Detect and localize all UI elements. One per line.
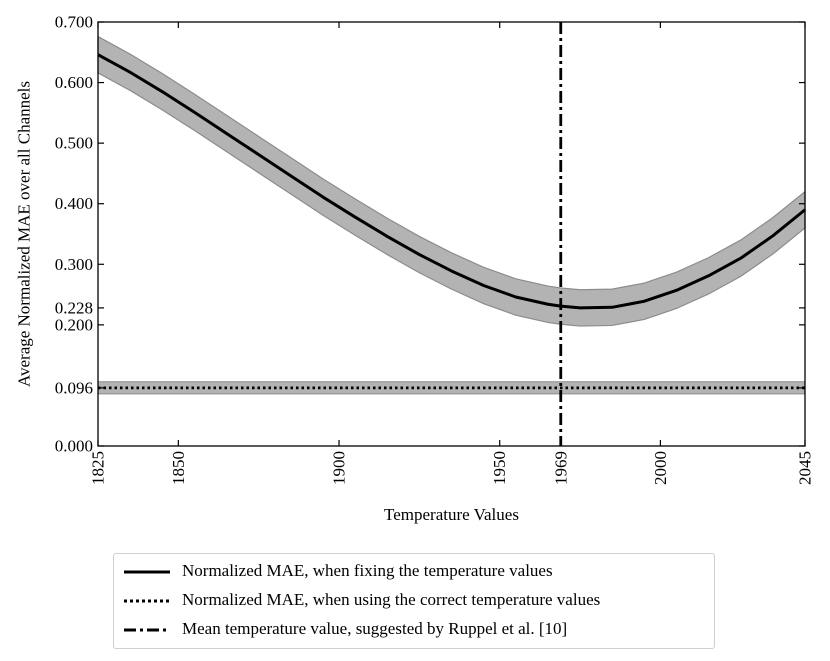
legend-entry-fixed: Normalized MAE, when fixing the temperat… (114, 559, 714, 585)
x-tick-label: 1900 (330, 451, 349, 485)
x-tick-label: 2000 (651, 451, 670, 485)
y-tick-label: 0.228 (55, 298, 93, 317)
x-tick-label: 1825 (89, 451, 108, 485)
x-tick-label: 1950 (490, 451, 509, 485)
legend-entry-correct: Normalized MAE, when using the correct t… (114, 588, 714, 614)
y-tick-label: 0.600 (55, 73, 93, 92)
x-axis-label: Temperature Values (384, 505, 519, 524)
chart: 1825 1850 1900 1950 1969 2000 2045 0.000 0.096 0.… (15, 13, 815, 525)
y-tick-label: 0.700 (55, 13, 93, 32)
series-fixed-band (97, 35, 806, 327)
plot-frame (97, 21, 806, 447)
legend-label-fixed: Normalized MAE, when fixing the temperat… (182, 561, 553, 580)
legend: Normalized MAE, when fixing the temperat… (113, 553, 715, 649)
legend-label-mean: Mean temperature value, suggested by Rup… (182, 619, 568, 638)
y-tick-label: 0.400 (55, 194, 93, 213)
x-tick-label: 1850 (169, 451, 188, 485)
legend-label-correct: Normalized MAE, when using the correct t… (182, 590, 601, 609)
x-tick-label: 1969 (551, 451, 570, 485)
y-tick-label: 0.096 (55, 378, 93, 397)
dotted-line-swatch (124, 599, 170, 603)
y-tick-label: 0.000 (55, 437, 93, 456)
y-tick-label: 0.500 (55, 134, 93, 153)
y-tick-label: 0.200 (55, 315, 93, 334)
solid-line-swatch (124, 570, 170, 574)
series-fixed-line (97, 53, 806, 310)
y-tick-label: 0.300 (55, 255, 93, 274)
x-tick-label: 2045 (796, 451, 815, 485)
legend-entry-mean: Mean temperature value, suggested by Rup… (114, 617, 714, 643)
y-axis-label: Average Normalized MAE over all Channels (15, 81, 34, 387)
dashdot-line-swatch (124, 628, 170, 632)
